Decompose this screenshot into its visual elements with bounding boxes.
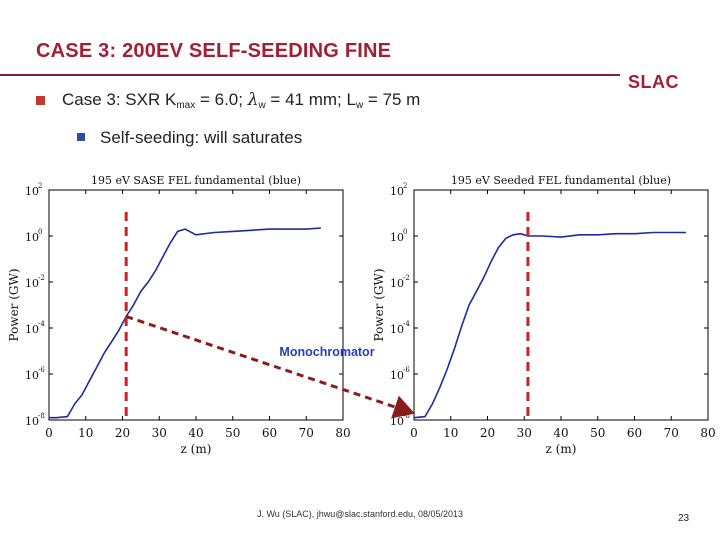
seeded-y-tick-exponent: -4	[403, 320, 410, 328]
seeded-y-tick-exponent: -2	[403, 274, 410, 282]
footer-credit: J. Wu (SLAC), jhwu@slac.stanford.edu, 08…	[256, 509, 464, 519]
slide-title: CASE 3: 200EV SELF-SEEDING FINE	[36, 40, 392, 62]
seeded-y-tick-label: 10	[390, 323, 404, 336]
seeded-x-tick-label: 30	[517, 426, 532, 440]
sase-x-tick-label: 30	[152, 426, 167, 440]
seeded-x-tick-label: 20	[480, 426, 495, 440]
bullet-square-icon	[36, 96, 45, 105]
title-rule	[0, 74, 620, 76]
seeded-x-tick-label: 50	[590, 426, 605, 440]
seeded-x-tick-label: 0	[410, 426, 418, 440]
monochromator-arrow	[125, 315, 415, 419]
sase-y-axis-label: Power (GW)	[7, 268, 21, 341]
seeded-y-tick-exponent: -8	[403, 412, 410, 420]
sase-x-tick-label: 0	[45, 426, 53, 440]
bullet-parameters: Case 3: SXR Kmax = 6.0; λw = 41 mm; Lw =…	[62, 90, 421, 111]
sase-y-tick-exponent: 0	[38, 228, 42, 236]
sase-y-tick-label: 10	[25, 185, 39, 198]
sase-y-tick-label: 10	[25, 415, 39, 428]
seeded-chart-title: 195 eV Seeded FEL fundamental (blue)	[451, 174, 671, 187]
bullet-self-seeding: Self-seeding: will saturates	[100, 128, 303, 147]
sase-x-tick-label: 20	[115, 426, 130, 440]
seeded-y-tick-label: 10	[390, 277, 404, 290]
seeded-chart: 195 eV Seeded FEL fundamental (blue)0 10 2…	[372, 174, 716, 456]
seeded-x-tick-label: 40	[553, 426, 568, 440]
seeded-plot-frame	[413, 189, 709, 421]
seeded-y-tick-label: 10	[390, 231, 404, 244]
sase-x-tick-label: 50	[225, 426, 240, 440]
sase-x-axis-label: z (m)	[181, 442, 212, 456]
sase-y-tick-exponent: -8	[38, 412, 45, 420]
sase-chart: 195 eV SASE FEL fundamental (blue)0 10 20 3…	[7, 174, 351, 456]
seeded-y-tick-exponent: -6	[403, 366, 410, 374]
sase-y-tick-label: 10	[25, 277, 39, 290]
sase-y-tick-exponent: -2	[38, 274, 45, 282]
page-number: 23	[678, 513, 690, 524]
seeded-x-tick-label: 80	[700, 426, 715, 440]
sase-x-tick-label: 40	[188, 426, 203, 440]
seeded-y-tick-label: 10	[390, 415, 404, 428]
seeded-y-tick-label: 10	[390, 369, 404, 382]
sase-plot-frame	[48, 189, 344, 421]
seeded-x-tick-label: 60	[627, 426, 642, 440]
sase-chart-title: 195 eV SASE FEL fundamental (blue)	[91, 174, 301, 187]
seeded-x-axis-label: z (m)	[546, 442, 577, 456]
seeded-y-axis-label: Power (GW)	[372, 268, 386, 341]
seeded-x-tick-label: 10	[443, 426, 458, 440]
seeded-x-tick-label: 70	[664, 426, 679, 440]
monochromator-label: Monochromator	[279, 345, 374, 359]
sase-y-tick-exponent: -6	[38, 366, 45, 374]
sase-x-tick-label: 10	[78, 426, 93, 440]
slac-logo: SLAC	[628, 72, 679, 92]
seeded-y-tick-exponent: 0	[403, 228, 407, 236]
sase-x-tick-label: 70	[299, 426, 314, 440]
sase-y-tick-label: 10	[25, 323, 39, 336]
sub-bullet-square-icon	[77, 133, 85, 141]
sase-y-tick-exponent: -4	[38, 320, 45, 328]
seeded-power-curve	[413, 231, 686, 419]
sase-y-tick-label: 10	[25, 231, 39, 244]
sase-power-curve	[49, 227, 321, 419]
sase-y-tick-label: 10	[25, 369, 39, 382]
sase-x-tick-label: 60	[262, 426, 277, 440]
sase-y-tick-exponent: 2	[38, 182, 42, 190]
seeded-y-tick-exponent: 2	[403, 182, 407, 190]
sase-x-tick-label: 80	[335, 426, 350, 440]
seeded-y-tick-label: 10	[390, 185, 404, 198]
